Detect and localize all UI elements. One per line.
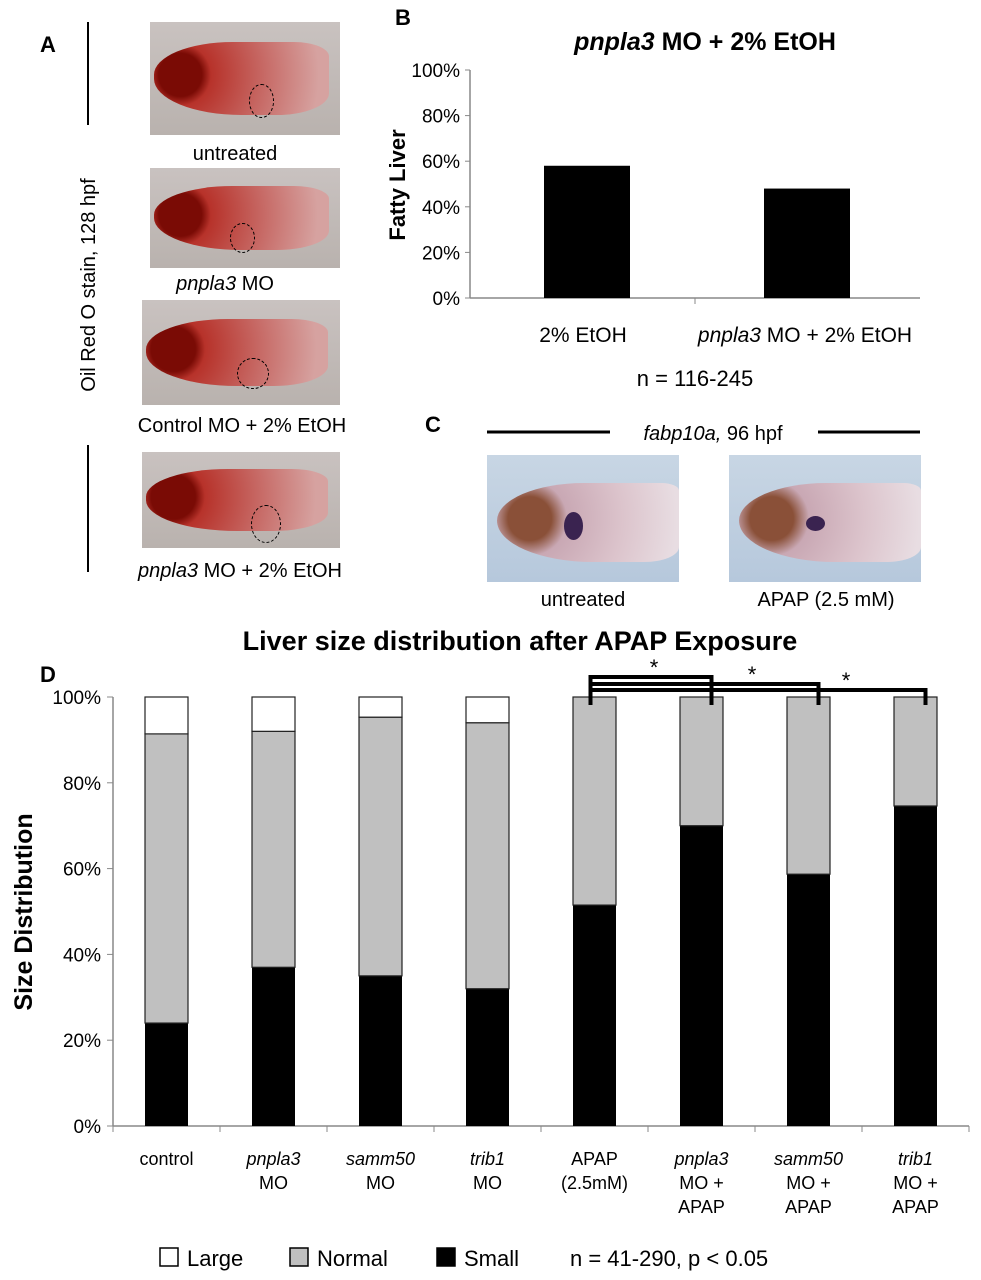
image-label: pnpla3 MO [175,273,274,295]
x-tick-label: samm50 MO + APAP [774,1149,843,1217]
y-tick-label: 40% [422,198,460,219]
panel-d-letter: D [40,662,56,687]
chart-d-title: Liver size distribution after APAP Expos… [243,626,798,656]
image-label: Control MO + 2% EtOH [138,415,346,437]
image-label: untreated [541,589,626,611]
y-tick-label: 20% [63,1031,101,1052]
y-tick-label: 0% [433,289,461,310]
image-label: APAP (2.5 mM) [757,589,894,611]
y-tick-label: 100% [411,61,460,82]
bar-segment-large [251,696,296,732]
bar-segment-normal [465,722,510,990]
bar-segment-normal [786,696,831,875]
vertical-label: Oil Red O stain, 128 hpf [78,178,100,392]
chart-b-note: n = 116-245 [637,366,753,391]
wish-image-apap [729,455,921,582]
y-tick-label: 0% [74,1117,102,1138]
bar-segment-normal [144,733,189,1024]
wish-image-untreated [487,455,679,582]
bar-segment-small [359,975,402,1126]
x-tick-label: trib1 MO [470,1149,505,1193]
y-tick-label: 60% [63,860,101,881]
chart-b-xlabel: pnpla3 MO + 2% EtOH [697,324,912,347]
bar-segment-small [787,874,830,1126]
bar-segment-small [252,967,295,1126]
x-tick-label: control [139,1149,193,1169]
x-tick-label: pnpla3 MO [245,1149,300,1193]
chart-b-title: pnpla3 MO + 2% EtOH [573,28,836,56]
bar [764,188,850,298]
bar-segment-small [680,825,723,1126]
x-tick-label: trib1 MO + APAP [892,1149,939,1217]
fish-image-control-mo-etoh [142,300,340,405]
legend-label: Large [187,1246,243,1271]
x-tick-label: pnpla3 MO + APAP [673,1149,728,1217]
y-tick-label: 80% [63,774,101,795]
bar-segment-large [465,696,510,724]
significance-star: * [842,668,851,693]
x-tick-label: samm50 MO [346,1149,415,1193]
image-label: untreated [193,143,278,165]
legend-swatch [289,1247,309,1267]
bar-segment-large [358,696,403,718]
chart-b-xlabel: 2% EtOH [539,324,627,347]
bar-segment-normal [893,696,938,807]
bar-segment-normal [251,730,296,968]
y-tick-label: 100% [52,688,101,709]
chart-d-ylabel: Size Distribution [10,813,38,1010]
legend-swatch [436,1247,456,1267]
y-tick-label: 40% [63,945,101,966]
bar-segment-small [894,805,937,1126]
panel-c-header: fabp10a, 96 hpf [643,423,782,445]
legend-label: Small [464,1246,519,1271]
fish-image-pnpla3-mo [150,168,340,268]
bar-segment-small [466,988,509,1126]
fish-image-untreated [150,22,340,135]
significance-star: * [748,662,757,687]
panel-c-letter: C [425,412,441,437]
bar [544,165,630,298]
chart-b-ylabel: Fatty Liver [385,129,410,241]
panel-b-letter: B [395,5,411,30]
bar-segment-normal [572,696,617,906]
y-tick-label: 20% [422,243,460,264]
x-tick-label: APAP (2.5mM) [561,1149,628,1193]
bar-segment-normal [358,716,403,977]
bar-segment-small [145,1023,188,1126]
legend-swatch [159,1247,179,1267]
bar-segment-small [573,905,616,1126]
image-label: pnpla3 MO + 2% EtOH [137,560,342,582]
legend-label: Normal [317,1246,388,1271]
bar-segment-normal [679,696,724,827]
y-tick-label: 60% [422,152,460,173]
fish-image-pnpla3-mo-etoh [142,452,340,548]
bar-segment-large [144,696,189,735]
significance-bracket [588,688,928,705]
panel-a-letter: A [40,32,56,57]
significance-star: * [650,655,659,680]
chart-d-note: n = 41-290, p < 0.05 [570,1246,768,1271]
y-tick-label: 80% [422,107,460,128]
